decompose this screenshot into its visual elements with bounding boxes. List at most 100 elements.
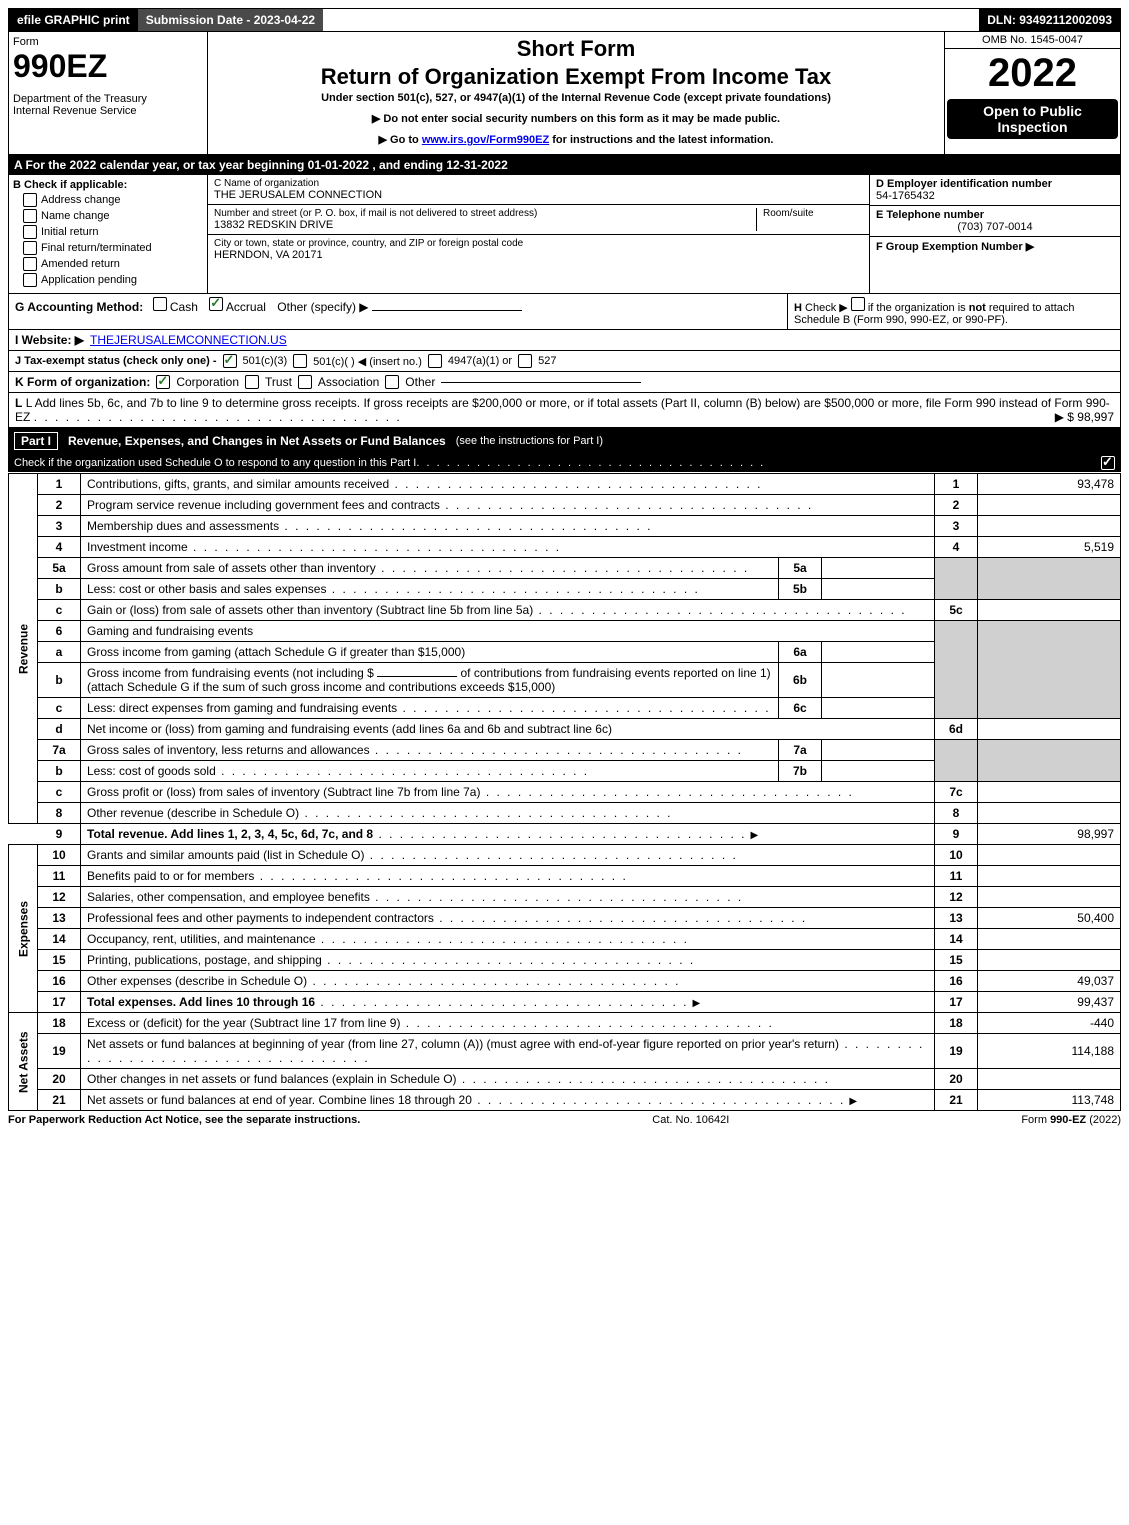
k-trust-label: Trust: [265, 375, 292, 389]
section-g: G Accounting Method: Cash Accrual Other …: [9, 294, 787, 329]
line-desc: Total revenue. Add lines 1, 2, 3, 4, 5c,…: [87, 827, 373, 841]
sub-amount: [822, 698, 935, 719]
street-value: 13832 REDSKIN DRIVE: [214, 219, 756, 231]
line-num: b: [38, 761, 81, 782]
cash-checkbox[interactable]: [153, 297, 167, 311]
line-desc: Investment income: [87, 540, 188, 554]
omb-number: OMB No. 1545-0047: [945, 32, 1120, 49]
section-i-label: I Website: ▶: [15, 333, 84, 347]
j-527-checkbox[interactable]: [518, 354, 532, 368]
open-public-badge: Open to Public Inspection: [947, 99, 1118, 139]
phone-value: (703) 707-0014: [876, 221, 1114, 233]
city-label: City or town, state or province, country…: [214, 238, 863, 249]
form-label: Form: [13, 36, 203, 48]
form-header: Form 990EZ Department of the Treasury In…: [8, 32, 1121, 155]
col-num: 3: [935, 516, 978, 537]
col-num: 16: [935, 971, 978, 992]
grey-cell: [935, 740, 978, 782]
checkbox-icon: [23, 225, 37, 239]
line-18: Net Assets 18 Excess or (deficit) for th…: [9, 1013, 1121, 1034]
section-c: C Name of organization THE JERUSALEM CON…: [208, 175, 869, 293]
checkbox-final-return[interactable]: Final return/terminated: [23, 241, 203, 255]
checkbox-label: Application pending: [41, 274, 137, 286]
col-num: 9: [935, 824, 978, 845]
cat-number: Cat. No. 10642I: [652, 1114, 729, 1126]
checkbox-amended[interactable]: Amended return: [23, 257, 203, 271]
j-501c-label: 501(c)( ) ◀ (insert no.): [313, 355, 422, 368]
j-501c3-checkbox[interactable]: [223, 354, 237, 368]
section-h-text: Check ▶ if the organization is not requi…: [794, 302, 1075, 326]
sub-amount: [822, 761, 935, 782]
col-num: 18: [935, 1013, 978, 1034]
line-20: 20 Other changes in net assets or fund b…: [9, 1069, 1121, 1090]
expenses-side-label: Expenses: [9, 845, 38, 1013]
irs-link[interactable]: www.irs.gov/Form990EZ: [422, 134, 549, 146]
line-desc: Less: direct expenses from gaming and fu…: [87, 701, 397, 715]
col-num: 8: [935, 803, 978, 824]
checkbox-application-pending[interactable]: Application pending: [23, 273, 203, 287]
lines-table: Revenue 1 Contributions, gifts, grants, …: [8, 473, 1121, 1111]
part-subheading: (see the instructions for Part I): [456, 435, 603, 447]
line-amount: [978, 929, 1121, 950]
k-assoc-checkbox[interactable]: [298, 375, 312, 389]
tax-year: 2022: [945, 49, 1120, 97]
line-desc: Grants and similar amounts paid (list in…: [87, 848, 364, 862]
line-num: b: [38, 663, 81, 698]
goto-post: for instructions and the latest informat…: [552, 134, 773, 146]
line-8: 8 Other revenue (describe in Schedule O)…: [9, 803, 1121, 824]
sub-label: 6a: [779, 642, 822, 663]
line-num: 15: [38, 950, 81, 971]
website-link[interactable]: THEJERUSALEMCONNECTION.US: [90, 333, 287, 347]
checkbox-icon: [23, 241, 37, 255]
j-501c-checkbox[interactable]: [293, 354, 307, 368]
k-assoc-label: Association: [318, 375, 379, 389]
line-num: 17: [38, 992, 81, 1013]
schedule-o-check-row: Check if the organization used Schedule …: [8, 454, 1121, 473]
schedule-o-checkbox[interactable]: [1101, 456, 1115, 470]
line-desc: Gross profit or (loss) from sales of inv…: [87, 785, 480, 799]
section-j: J Tax-exempt status (check only one) - 5…: [8, 351, 1121, 372]
line-desc: Total expenses. Add lines 10 through 16: [87, 995, 315, 1009]
line-desc: Printing, publications, postage, and shi…: [87, 953, 322, 967]
line-desc: Net income or (loss) from gaming and fun…: [87, 722, 612, 736]
department-label: Department of the Treasury Internal Reve…: [13, 93, 203, 117]
section-k: K Form of organization: Corporation Trus…: [8, 372, 1121, 393]
line-amount: 49,037: [978, 971, 1121, 992]
accrual-label: Accrual: [226, 300, 266, 314]
line-amount: [978, 600, 1121, 621]
k-corp-checkbox[interactable]: [156, 375, 170, 389]
line-desc: Gaming and fundraising events: [87, 624, 253, 638]
k-corp-label: Corporation: [176, 375, 239, 389]
line-amount: [978, 782, 1121, 803]
section-def: D Employer identification number 54-1765…: [869, 175, 1120, 293]
line-num: 4: [38, 537, 81, 558]
line-desc: Benefits paid to or for members: [87, 869, 254, 883]
line-5c: c Gain or (loss) from sale of assets oth…: [9, 600, 1121, 621]
col-num: 6d: [935, 719, 978, 740]
line-13: 13 Professional fees and other payments …: [9, 908, 1121, 929]
line-desc: Gain or (loss) from sale of assets other…: [87, 603, 533, 617]
line-num: a: [38, 642, 81, 663]
checkbox-initial-return[interactable]: Initial return: [23, 225, 203, 239]
line-desc: Gross income from gaming (attach Schedul…: [87, 645, 465, 659]
k-other-checkbox[interactable]: [385, 375, 399, 389]
checkbox-name-change[interactable]: Name change: [23, 209, 203, 223]
line-desc: Gross income from fundraising events (no…: [87, 666, 374, 680]
efile-print-label[interactable]: efile GRAPHIC print: [9, 9, 138, 31]
sub-label: 5b: [779, 579, 822, 600]
group-exemption-label: F Group Exemption Number ▶: [876, 240, 1114, 253]
arrow-icon: [688, 995, 704, 1009]
col-num: 20: [935, 1069, 978, 1090]
arrow-icon: [845, 1093, 861, 1107]
checkbox-address-change[interactable]: Address change: [23, 193, 203, 207]
line-17: 17 Total expenses. Add lines 10 through …: [9, 992, 1121, 1013]
line-10: Expenses 10 Grants and similar amounts p…: [9, 845, 1121, 866]
line-num: 14: [38, 929, 81, 950]
accrual-checkbox[interactable]: [209, 297, 223, 311]
k-trust-checkbox[interactable]: [245, 375, 259, 389]
schedule-b-checkbox[interactable]: [851, 297, 865, 311]
ssn-warning: ▶ Do not enter social security numbers o…: [212, 112, 940, 125]
col-num: 17: [935, 992, 978, 1013]
j-4947-checkbox[interactable]: [428, 354, 442, 368]
line-num: 9: [38, 824, 81, 845]
